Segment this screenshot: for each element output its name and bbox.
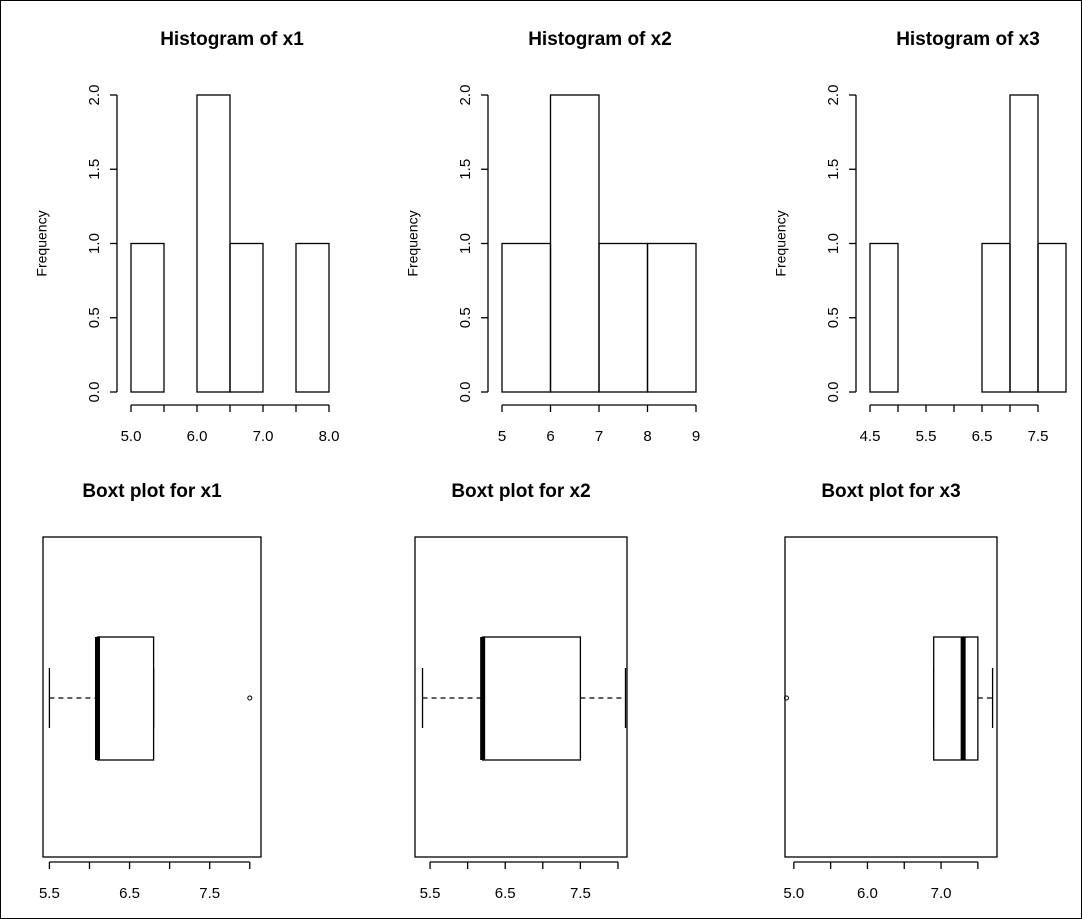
histogram-bar — [869, 242, 899, 393]
y-tick-label: 0.0 — [457, 382, 474, 403]
x-tick-label: 6.0 — [857, 885, 878, 902]
histogram-bar — [1037, 242, 1067, 393]
x-tick-label: 5 — [498, 428, 506, 445]
x-tick-label: 5.5 — [916, 428, 937, 445]
y-tick-label: 2.0 — [825, 85, 842, 106]
x-tick-label: 5.0 — [783, 885, 804, 902]
x-tick-label: 4.5 — [860, 428, 881, 445]
outlier — [783, 695, 789, 701]
x-tick-label: 8.0 — [319, 428, 340, 445]
y-axis-label: Frequency — [773, 210, 789, 276]
y-tick-label: 1.0 — [86, 233, 103, 254]
x-tick-label: 9 — [692, 428, 700, 445]
outlier — [247, 695, 253, 701]
chart-title: Histogram of x3 — [896, 29, 1040, 50]
chart-title: Histogram of x2 — [528, 29, 672, 50]
histogram-bar — [295, 242, 330, 393]
histogram-bar — [646, 242, 697, 393]
x-tick-label: 6.0 — [187, 428, 208, 445]
histogram-bar — [229, 242, 264, 393]
y-tick-label: 0.5 — [457, 307, 474, 328]
x-tick-label: 7.5 — [199, 885, 220, 902]
x-tick-label: 6.5 — [119, 885, 140, 902]
y-axis-label: Frequency — [34, 210, 50, 276]
y-tick-label: 0.5 — [825, 307, 842, 328]
y-tick-label: 1.0 — [825, 233, 842, 254]
x-tick-label: 5.0 — [121, 428, 142, 445]
x-tick-label: 8 — [643, 428, 651, 445]
box — [933, 636, 979, 761]
box — [96, 636, 155, 761]
x-tick-label: 7.5 — [570, 885, 591, 902]
chart-title: Boxt plot for x1 — [82, 481, 222, 502]
y-tick-label: 2.0 — [86, 85, 103, 106]
box — [482, 636, 582, 761]
y-axis-label: Frequency — [405, 210, 421, 276]
x-tick-label: 7.5 — [1028, 428, 1049, 445]
y-tick-label: 1.0 — [457, 233, 474, 254]
x-tick-label: 5.5 — [39, 885, 60, 902]
plot-frame — [42, 536, 262, 858]
x-tick-label: 7.0 — [931, 885, 952, 902]
chart-title: Histogram of x1 — [160, 29, 304, 50]
chart-title: Boxt plot for x3 — [821, 481, 960, 502]
y-tick-label: 1.5 — [86, 159, 103, 180]
y-tick-label: 1.5 — [457, 159, 474, 180]
y-tick-label: 2.0 — [457, 85, 474, 106]
x-tick-label: 7 — [595, 428, 603, 445]
y-tick-label: 0.0 — [86, 382, 103, 403]
x-tick-label: 6 — [546, 428, 554, 445]
x-tick-label: 7.0 — [253, 428, 274, 445]
y-tick-label: 1.5 — [825, 159, 842, 180]
chart-title: Boxt plot for x2 — [451, 481, 590, 502]
x-tick-label: 6.5 — [495, 885, 516, 902]
y-tick-label: 0.0 — [825, 382, 842, 403]
histogram-bar — [130, 242, 165, 393]
plot-frame — [414, 536, 628, 858]
y-tick-label: 0.5 — [86, 307, 103, 328]
x-tick-label: 5.5 — [420, 885, 441, 902]
x-tick-label: 6.5 — [972, 428, 993, 445]
